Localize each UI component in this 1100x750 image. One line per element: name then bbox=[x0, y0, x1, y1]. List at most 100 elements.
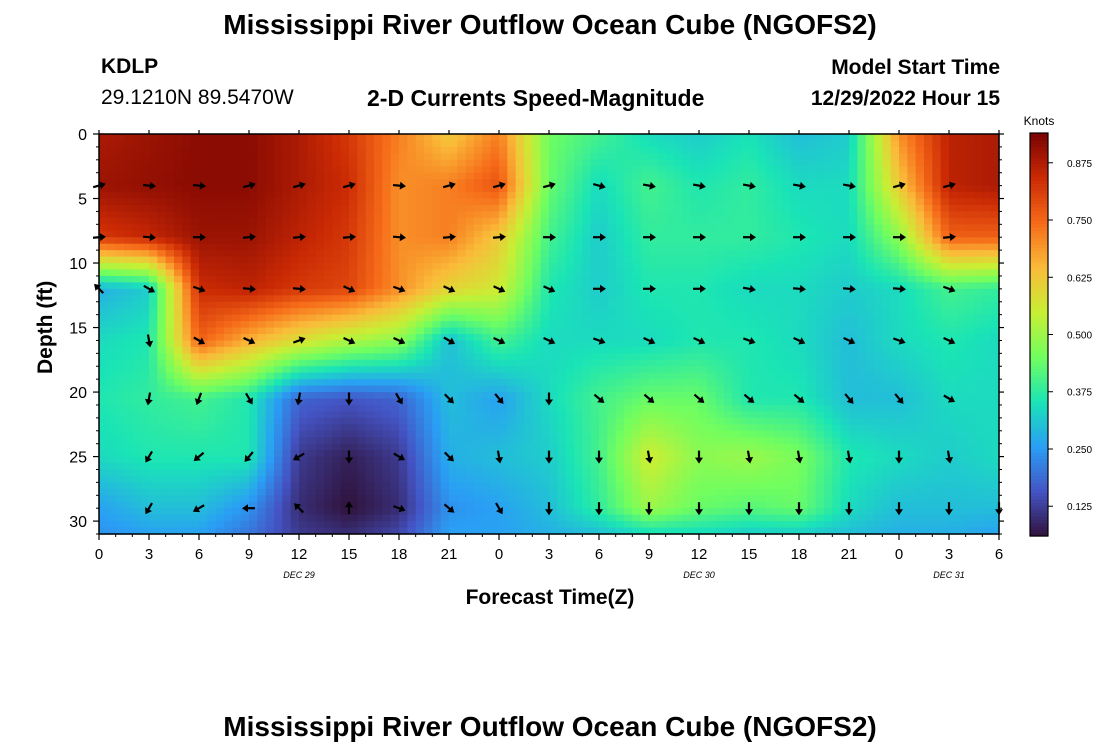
heatmap-cell bbox=[232, 450, 242, 458]
heatmap-cell bbox=[482, 288, 492, 296]
heatmap-cell bbox=[707, 146, 717, 154]
heatmap-cell bbox=[282, 437, 292, 445]
heatmap-cell bbox=[732, 521, 742, 529]
heatmap-cell bbox=[307, 353, 317, 361]
heatmap-cell bbox=[232, 417, 242, 425]
heatmap-cell bbox=[749, 185, 758, 193]
heatmap-cell bbox=[515, 153, 525, 161]
heatmap-cell bbox=[582, 204, 592, 213]
heatmap-cell bbox=[265, 514, 275, 522]
heatmap-cell bbox=[99, 475, 108, 483]
heatmap-cell bbox=[724, 430, 733, 438]
heatmap-cell bbox=[249, 295, 258, 303]
heatmap-cell bbox=[365, 275, 375, 283]
heatmap-cell bbox=[465, 153, 475, 161]
heatmap-cell bbox=[215, 398, 225, 406]
heatmap-cell bbox=[390, 211, 400, 219]
heatmap-cell bbox=[257, 443, 267, 451]
heatmap-cell bbox=[424, 521, 433, 529]
heatmap-cell bbox=[265, 469, 275, 477]
heatmap-cell bbox=[490, 295, 500, 303]
heatmap-cell bbox=[182, 456, 192, 464]
heatmap-cell bbox=[740, 424, 750, 432]
heatmap-cell bbox=[349, 321, 358, 329]
heatmap-cell bbox=[165, 501, 175, 509]
heatmap-cell bbox=[182, 366, 192, 374]
heatmap-cell bbox=[240, 301, 250, 309]
heatmap-cell bbox=[499, 275, 508, 283]
heatmap-cell bbox=[115, 179, 125, 187]
heatmap-cell bbox=[449, 475, 458, 483]
heatmap-cell bbox=[657, 263, 667, 271]
heatmap-cell bbox=[649, 256, 658, 264]
heatmap-cell bbox=[424, 450, 433, 458]
heatmap-cell bbox=[574, 308, 583, 316]
heatmap-cell bbox=[640, 140, 650, 148]
heatmap-cell bbox=[249, 392, 258, 400]
heatmap-cell bbox=[765, 256, 775, 264]
heatmap-cell bbox=[749, 159, 758, 167]
heatmap-cell bbox=[665, 404, 675, 413]
heatmap-cell bbox=[565, 495, 575, 503]
heatmap-cell bbox=[432, 475, 442, 483]
heatmap-cell bbox=[749, 198, 758, 206]
heatmap-cell bbox=[307, 404, 317, 413]
heatmap-cell bbox=[574, 488, 583, 496]
heatmap-cell bbox=[599, 263, 608, 271]
heatmap-cell bbox=[124, 359, 133, 367]
heatmap-cell bbox=[299, 204, 308, 213]
heatmap-cell bbox=[524, 469, 533, 477]
heatmap-cell bbox=[507, 495, 517, 503]
heatmap-cell bbox=[532, 217, 542, 225]
heatmap-cell bbox=[382, 353, 392, 361]
heatmap-cell bbox=[682, 450, 692, 458]
heatmap-cell bbox=[240, 450, 250, 458]
heatmap-cell bbox=[140, 417, 150, 425]
heatmap-cell bbox=[474, 263, 483, 271]
heatmap-cell bbox=[249, 456, 258, 464]
heatmap-cell bbox=[757, 372, 767, 380]
heatmap-cell bbox=[215, 392, 225, 400]
heatmap-cell bbox=[557, 469, 567, 477]
heatmap-cell bbox=[257, 398, 267, 406]
heatmap-cell bbox=[465, 159, 475, 167]
heatmap-cell bbox=[357, 514, 367, 522]
heatmap-cell bbox=[457, 250, 467, 258]
heatmap-cell bbox=[182, 321, 192, 329]
heatmap-cell bbox=[707, 334, 717, 342]
heatmap-cell bbox=[474, 256, 483, 264]
heatmap-cell bbox=[732, 475, 742, 483]
heatmap-cell bbox=[540, 269, 550, 277]
heatmap-cell bbox=[649, 237, 658, 245]
heatmap-cell bbox=[557, 501, 567, 509]
heatmap-cell bbox=[582, 301, 592, 309]
heatmap-cell bbox=[265, 340, 275, 348]
heatmap-cell bbox=[357, 230, 367, 238]
heatmap-cell bbox=[224, 192, 233, 200]
heatmap-cell bbox=[640, 437, 650, 445]
heatmap-cell bbox=[565, 366, 575, 374]
heatmap-cell bbox=[315, 243, 325, 251]
heatmap-cell bbox=[165, 521, 175, 529]
heatmap-cell bbox=[490, 314, 500, 322]
heatmap-cell bbox=[224, 508, 233, 516]
heatmap-cell bbox=[482, 263, 492, 271]
heatmap-cell bbox=[282, 475, 292, 483]
heatmap-cell bbox=[165, 379, 175, 387]
heatmap-cell bbox=[624, 482, 633, 490]
heatmap-cell bbox=[515, 269, 525, 277]
heatmap-cell bbox=[115, 237, 125, 245]
heatmap-cell bbox=[407, 166, 417, 174]
heatmap-cell bbox=[140, 392, 150, 400]
heatmap-cell bbox=[674, 437, 683, 445]
heatmap-cell bbox=[549, 250, 558, 258]
heatmap-cell bbox=[232, 192, 242, 200]
heatmap-cell bbox=[690, 353, 700, 361]
heatmap-cell bbox=[199, 237, 208, 245]
heatmap-cell bbox=[732, 134, 742, 142]
heatmap-cell bbox=[765, 314, 775, 322]
heatmap-cell bbox=[657, 437, 667, 445]
heatmap-cell bbox=[632, 185, 642, 193]
heatmap-cell bbox=[449, 140, 458, 148]
heatmap-cell bbox=[665, 230, 675, 238]
